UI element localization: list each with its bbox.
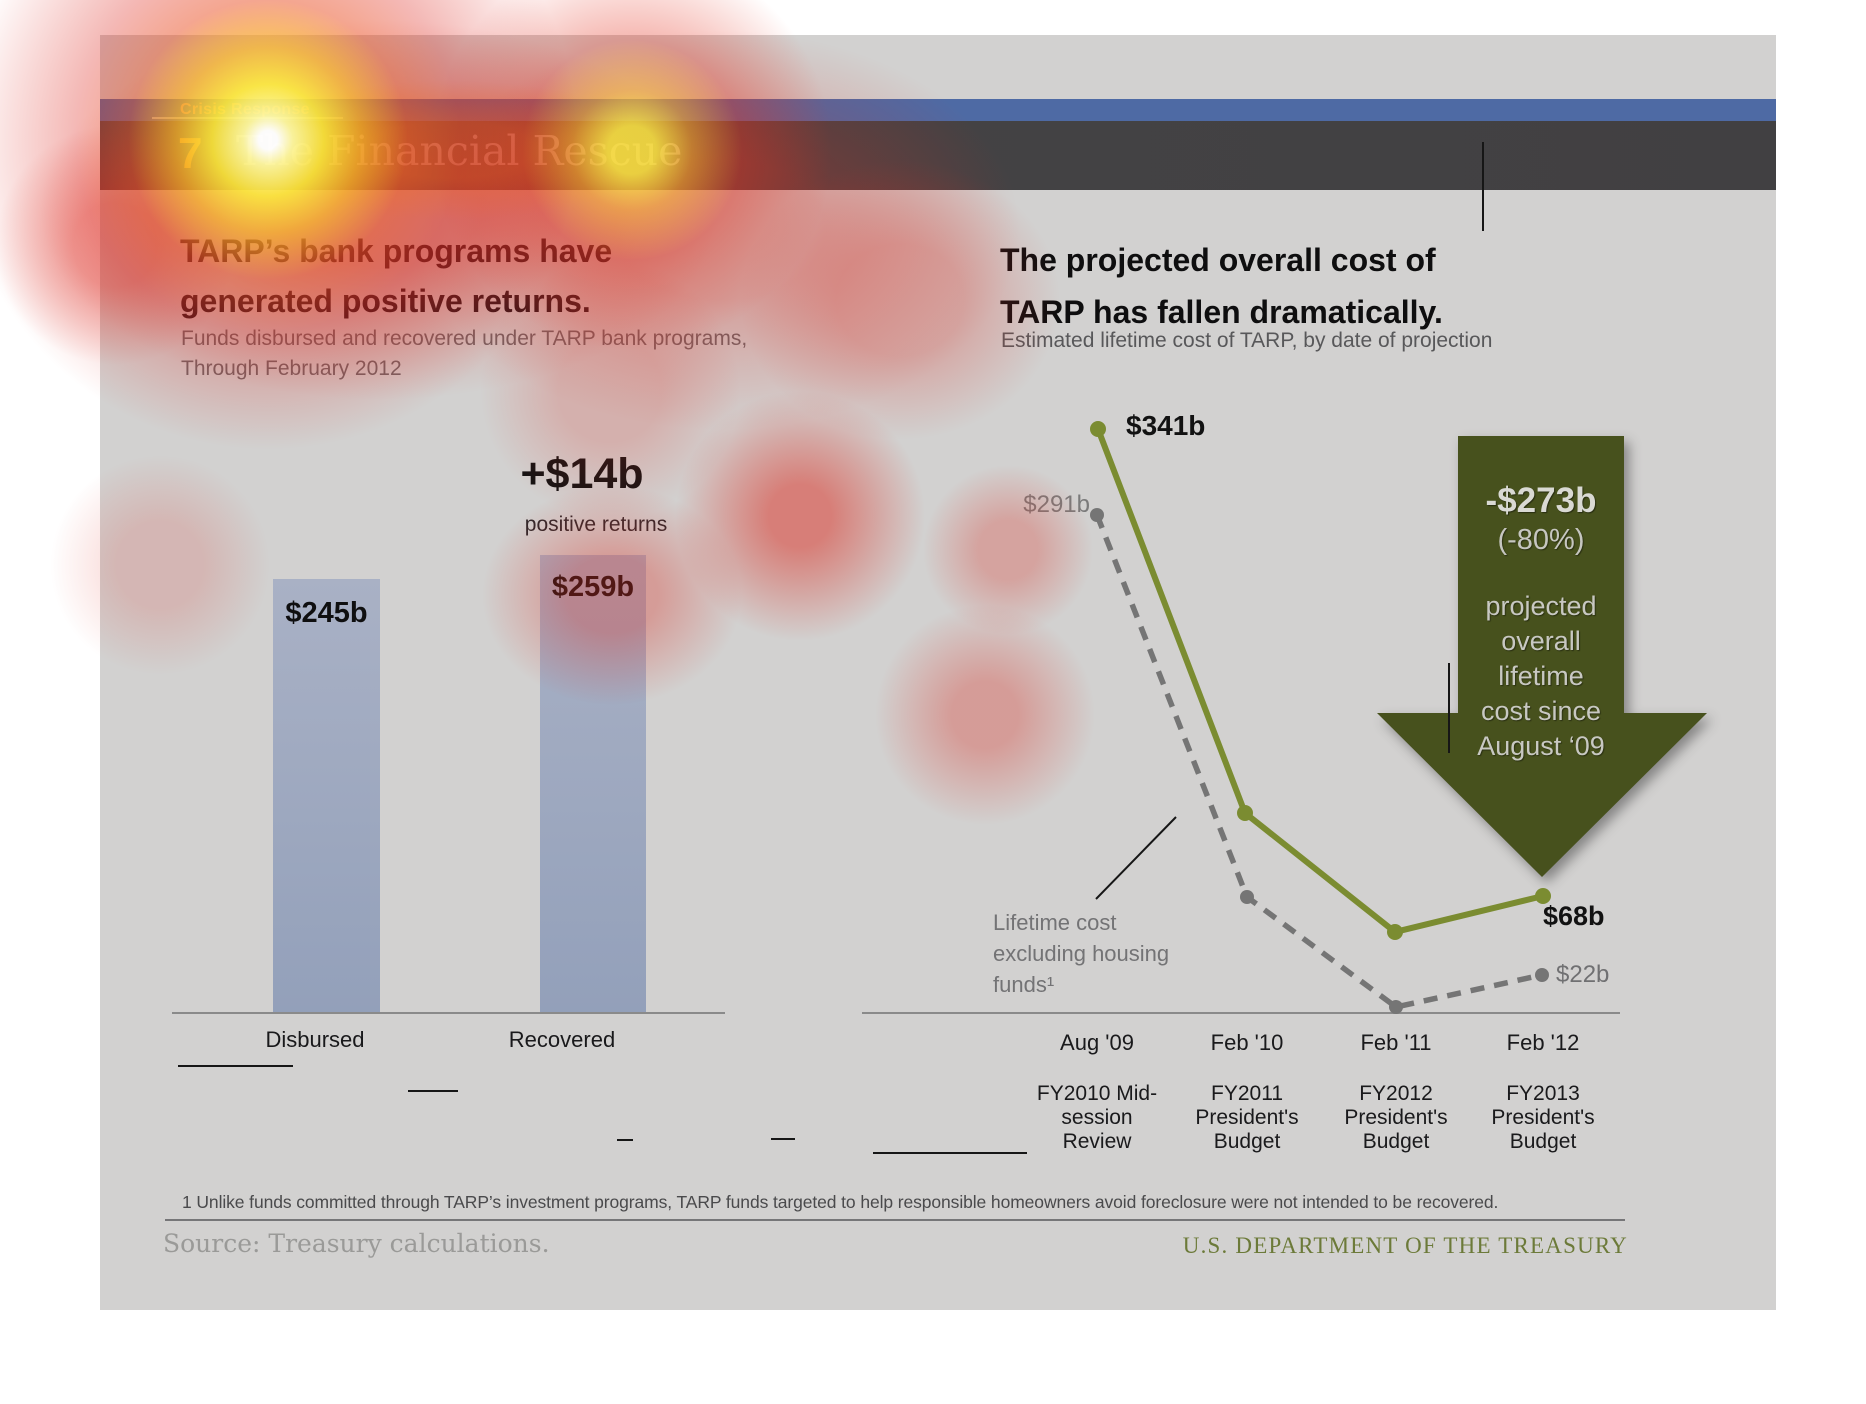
positive-returns-caption: positive returns	[524, 513, 668, 536]
left-chart-title-line1: TARP’s bank programs have	[180, 233, 613, 269]
annotation-vertical-line	[1482, 142, 1484, 231]
bar-recovered-category: Recovered	[508, 1027, 616, 1052]
point-total-feb11	[1387, 924, 1403, 940]
annotation-line	[178, 1065, 293, 1067]
fy2010-line1: FY2010 Mid-	[1036, 1082, 1158, 1105]
label-291b: $291b	[1023, 491, 1090, 518]
label-341b: $341b	[1126, 410, 1206, 441]
point-excl-feb11	[1389, 1000, 1403, 1014]
series-excluding-housing-line	[1094, 513, 1543, 1010]
fy2012-line3: Budget	[1362, 1130, 1430, 1153]
right-chart-subtitle: Estimated lifetime cost of TARP, by date…	[1001, 329, 1493, 352]
chapter-title: The Financial Rescue	[236, 127, 683, 175]
right-chart-baseline	[862, 1012, 1620, 1014]
fy2013-line3: Budget	[1509, 1130, 1577, 1153]
bar-recovered-value: $259b	[551, 571, 635, 603]
excluding-housing-line1: Lifetime cost	[993, 910, 1117, 935]
fy2011-line3: Budget	[1213, 1130, 1281, 1153]
excluding-housing-line3: funds¹	[993, 972, 1055, 997]
bar-recovered	[540, 555, 646, 1013]
fy2013-line1: FY2013	[1506, 1082, 1580, 1105]
left-chart-subtitle-line1: Funds disbursed and recovered under TARP…	[181, 327, 748, 350]
bar-disbursed	[273, 579, 380, 1013]
footnote: 1 Unlike funds committed through TARP’s …	[182, 1192, 1499, 1212]
right-chart-title-line1: The projected overall cost of	[1000, 242, 1436, 278]
arrow-percent: (-80%)	[1497, 524, 1585, 556]
annotation-vertical-line	[1448, 663, 1450, 753]
xsublabel-fy2011: FY2011 President's Budget	[1167, 1082, 1327, 1154]
series-total-line	[1095, 427, 1544, 936]
annotation-line	[873, 1152, 1027, 1154]
fy2012-line1: FY2012	[1359, 1082, 1433, 1105]
arrow-caption-line1: projected	[1485, 591, 1597, 621]
eyebrow-underline	[152, 117, 343, 119]
footer-rule	[165, 1219, 1625, 1221]
positive-returns-value: +$14b	[520, 450, 644, 498]
point-excl-feb12	[1535, 968, 1549, 982]
annotation-line	[408, 1090, 458, 1092]
xlabel-feb12: Feb '12	[1506, 1030, 1580, 1055]
left-chart-subtitle-line2: Through February 2012	[181, 357, 402, 380]
label-68b: $68b	[1543, 901, 1605, 931]
xlabel-feb11: Feb '11	[1360, 1030, 1432, 1055]
chapter-number: 7	[178, 129, 203, 178]
annotation-leader-line	[1095, 816, 1177, 900]
fy2010-line3: Review	[1062, 1130, 1132, 1153]
xlabel-feb10: Feb '10	[1210, 1030, 1284, 1055]
fy2011-line1: FY2011	[1211, 1082, 1283, 1105]
arrow-value: -$273b	[1485, 481, 1597, 520]
excluding-housing-line2: excluding housing	[993, 941, 1170, 966]
point-excl-aug09	[1090, 508, 1104, 522]
label-22b: $22b	[1556, 961, 1610, 988]
fy2013-line2: President's	[1491, 1106, 1595, 1129]
excluding-housing-annotation: Lifetime cost excluding housing funds¹	[993, 907, 1169, 1000]
xlabel-aug09: Aug '09	[1060, 1030, 1134, 1055]
source-credit: Source: Treasury calculations.	[163, 1229, 550, 1258]
annotation-line	[771, 1138, 795, 1140]
top-blue-band	[100, 99, 1776, 121]
left-chart-baseline	[172, 1012, 725, 1014]
bar-disbursed-category: Disbursed	[265, 1027, 365, 1052]
fy2010-line2: session	[1061, 1106, 1133, 1129]
right-chart-title-line2: TARP has fallen dramatically.	[1000, 294, 1443, 330]
arrow-caption-line3: lifetime	[1498, 661, 1584, 691]
left-chart-title: TARP’s bank programs have generated posi…	[180, 226, 612, 326]
cost-drop-arrow: -$273b (-80%) projected overall lifetime…	[1377, 436, 1707, 877]
point-excl-feb10	[1240, 890, 1254, 904]
arrow-caption: projected overall lifetime cost since Au…	[1421, 589, 1661, 764]
treasury-wordmark: U.S. DEPARTMENT OF THE TREASURY	[1182, 1233, 1628, 1258]
right-chart-title: The projected overall cost of TARP has f…	[1000, 234, 1443, 338]
lifetime-cost-line-chart	[1090, 421, 1551, 1014]
point-total-feb12	[1535, 888, 1551, 904]
arrow-caption-line2: overall	[1501, 626, 1581, 656]
left-chart-title-line2: generated positive returns.	[180, 283, 591, 319]
left-chart-subtitle: Funds disbursed and recovered under TARP…	[181, 324, 747, 384]
xsublabel-fy2010: FY2010 Mid- session Review	[1017, 1082, 1177, 1154]
arrow-caption-line4: cost since	[1480, 696, 1602, 726]
arrow-shaft	[1458, 436, 1624, 715]
xsublabel-fy2012: FY2012 President's Budget	[1316, 1082, 1476, 1154]
xsublabel-fy2013: FY2013 President's Budget	[1463, 1082, 1623, 1154]
fy2011-line2: President's	[1195, 1106, 1299, 1129]
point-total-aug09	[1090, 421, 1106, 437]
point-total-feb10	[1237, 805, 1253, 821]
arrow-caption-line5: August ‘09	[1477, 731, 1605, 761]
fy2012-line2: President's	[1344, 1106, 1448, 1129]
annotation-line	[617, 1139, 633, 1141]
bar-disbursed-value: $245b	[285, 597, 368, 629]
arrow-head	[1377, 713, 1707, 877]
